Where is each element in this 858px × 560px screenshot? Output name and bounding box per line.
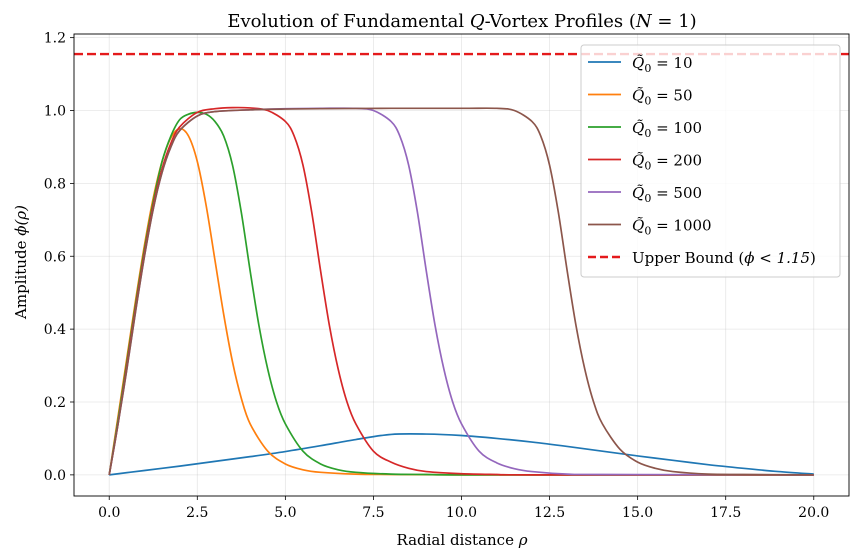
- x-axis-label: Radial distance ρ: [396, 531, 527, 549]
- x-tick-label: 7.5: [362, 505, 384, 521]
- legend-frame: [580, 44, 841, 278]
- x-tick-label: 20.0: [798, 505, 829, 521]
- legend-label-q1000: Q̃0 = 1000: [632, 217, 712, 238]
- y-tick-label: 1.0: [44, 104, 66, 120]
- x-tick-label: 12.5: [534, 505, 565, 521]
- x-tick-label: 5.0: [274, 505, 296, 521]
- series-layer: [74, 52, 849, 476]
- legend-label-q500: Q̃0 = 500: [632, 184, 702, 205]
- legend-label-q200: Q̃0 = 200: [632, 152, 702, 173]
- y-tick-label: 0.4: [44, 322, 66, 338]
- legend-label-q50: Q̃0 = 50: [632, 87, 693, 108]
- y-tick-label: 0.2: [44, 395, 66, 411]
- series-line-q10: [109, 433, 814, 476]
- legend: Q̃0 = 10 Q̃0 = 50 Q̃0 = 100 Q̃0 = 200 Q̃0 = …: [580, 44, 841, 278]
- axis-ticks: 0.0 2.5 5.0 7.5 10.0 12.5 15.0 17.5 20.0 0.0 0.2 0.…: [44, 31, 830, 521]
- x-tick-label: 17.5: [710, 505, 741, 521]
- legend-label-upper-bound: Upper Bound (ϕ < 1.15): [632, 249, 816, 267]
- y-tick-label: 1.2: [44, 31, 66, 47]
- x-tick-label: 0.0: [98, 505, 120, 521]
- series-line-q1000: [108, 107, 814, 476]
- y-tick-label: 0.6: [44, 249, 66, 265]
- legend-label-q100: Q̃0 = 100: [632, 119, 702, 140]
- legend-label-q10: Q̃0 = 10: [632, 54, 693, 75]
- chart-title: Evolution of Fundamental Q-Vortex Profil…: [227, 11, 696, 32]
- y-tick-label: 0.8: [44, 176, 66, 192]
- y-tick-label: 0.0: [44, 468, 66, 484]
- x-tick-label: 10.0: [446, 505, 477, 521]
- x-tick-label: 15.0: [622, 505, 653, 521]
- x-tick-label: 2.5: [186, 505, 208, 521]
- y-axis-label: Amplitude ϕ(ρ): [12, 205, 30, 320]
